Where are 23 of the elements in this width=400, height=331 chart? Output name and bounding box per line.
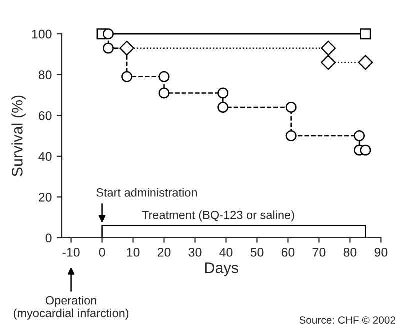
x-tick-label: 80: [344, 248, 357, 257]
x-tick-label: 50: [250, 248, 264, 257]
y-tick-label: 60: [39, 111, 52, 120]
x-tick-label: 0: [99, 248, 106, 257]
x-tick-label: 70: [312, 248, 326, 257]
x-tick-label: 30: [188, 248, 202, 257]
y-tick-label: 100: [32, 30, 52, 39]
y-tick-label: 20: [39, 193, 52, 202]
x-tick-label: 90: [374, 248, 388, 257]
x-tick-label: 40: [220, 248, 233, 257]
x-tick-label: 10: [127, 248, 140, 257]
source-note: Source: CHF © 2002: [300, 316, 396, 324]
y-tick-label: 80: [38, 70, 52, 80]
band-label: Treatment (BQ-123 or saline): [142, 210, 294, 222]
y-tick-label: 0: [46, 234, 52, 243]
x-tick-label: -10: [62, 248, 80, 257]
annotation: Start administration: [96, 188, 198, 197]
y-axis-title: Survival (%): [12, 96, 26, 177]
x-axis-title: Days: [205, 262, 238, 276]
x-tick-label: 20: [158, 248, 171, 257]
text: Operation (myocardial infarction): [14, 296, 129, 320]
x-tick-label: 60: [282, 248, 295, 257]
y-tick-label: 40: [38, 152, 52, 162]
